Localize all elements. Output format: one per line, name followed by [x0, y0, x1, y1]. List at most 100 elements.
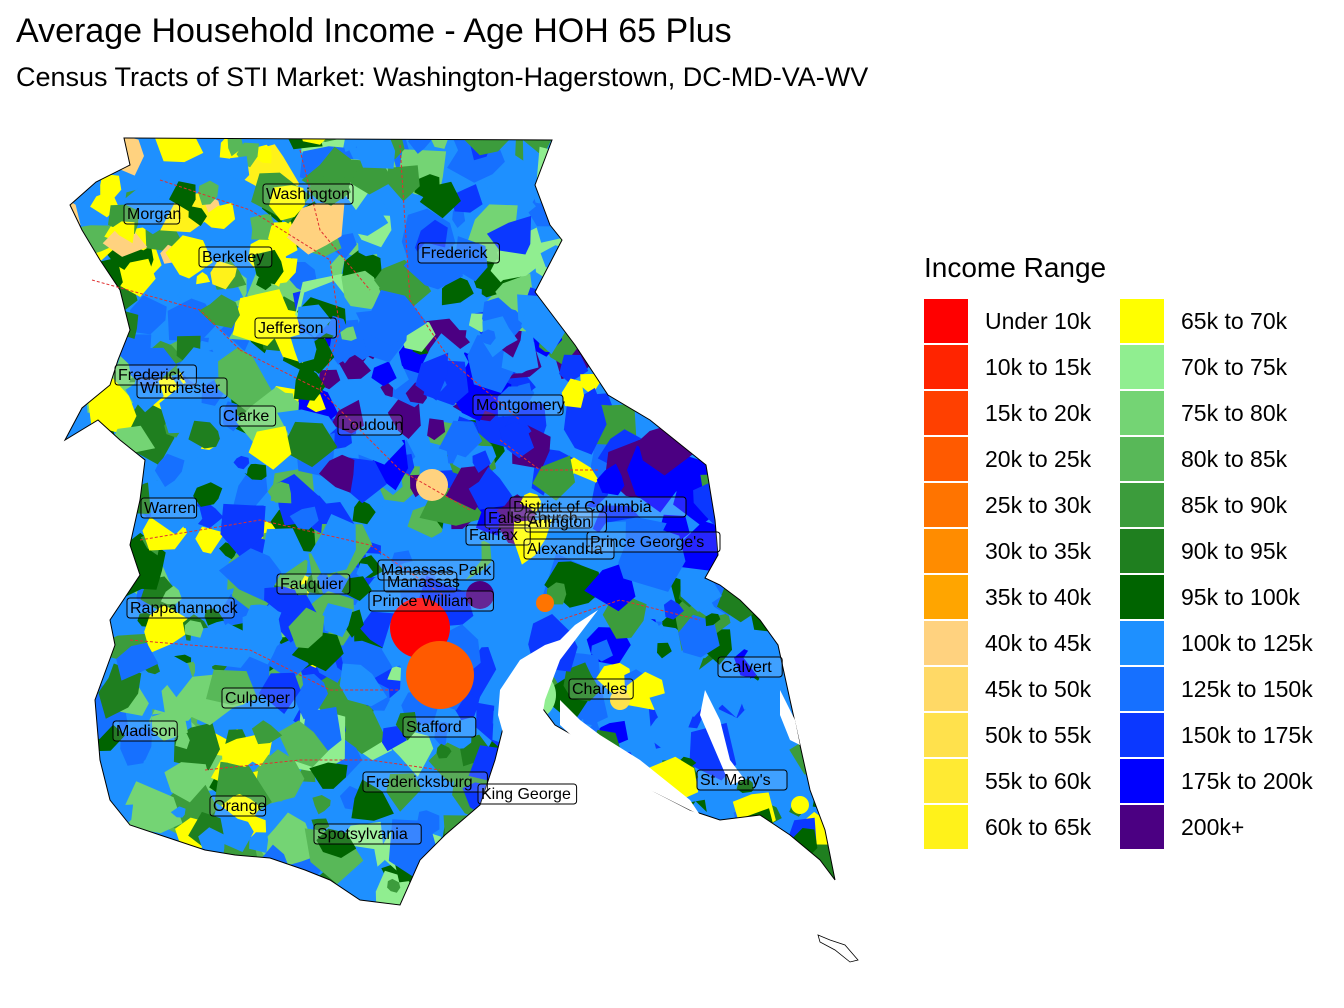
census-tract — [188, 420, 220, 449]
legend-item: 95k to 100k — [1120, 574, 1300, 620]
legend-item: 60k to 65k — [924, 804, 1120, 850]
census-tract — [310, 514, 356, 576]
legend-label: 30k to 35k — [985, 537, 1092, 564]
census-tract — [429, 138, 449, 149]
census-tract — [289, 506, 319, 530]
county-label: Fredericksburg — [362, 771, 488, 793]
county-label: Prince George's — [586, 531, 721, 553]
census-tract — [268, 222, 290, 244]
census-tract — [457, 138, 515, 156]
census-tract — [814, 743, 835, 784]
census-tract — [209, 347, 274, 413]
legend-swatch — [1120, 621, 1164, 665]
census-tract — [339, 354, 371, 380]
county-label: Warren — [140, 497, 198, 519]
census-tract — [175, 732, 190, 750]
census-tract — [81, 357, 109, 387]
legend-label: 90k to 95k — [1181, 537, 1288, 564]
census-tract — [740, 846, 766, 870]
census-tract — [198, 180, 219, 205]
census-tract — [466, 581, 494, 609]
census-tract — [593, 313, 636, 348]
county-label-box — [383, 571, 458, 593]
census-tract — [351, 779, 394, 821]
legend-item: 15k to 20k — [924, 390, 1120, 436]
census-tract — [832, 816, 835, 833]
county-label-box — [262, 183, 354, 205]
legend-items: Under 10k 10k to 15k 15k to 20k 20k to 25k 2… — [924, 298, 1313, 850]
census-tract — [579, 788, 632, 836]
census-tract — [453, 835, 487, 871]
census-tract — [394, 561, 416, 585]
census-tract — [206, 335, 227, 355]
census-tract — [428, 875, 474, 905]
census-tract — [341, 270, 383, 310]
census-tract — [608, 318, 663, 377]
legend-swatch — [924, 483, 968, 527]
census-tract — [436, 743, 452, 759]
county-label-text: Frederick — [118, 367, 186, 384]
legend-item: 45k to 50k — [924, 666, 1120, 712]
county-label: Charles — [568, 678, 634, 700]
county-label: Calvert — [717, 656, 783, 678]
census-tract — [341, 576, 372, 601]
county-label: Falls Church — [484, 507, 593, 529]
census-tract — [450, 184, 483, 213]
legend-label: 20k to 25k — [985, 445, 1092, 472]
legend-label: 10k to 15k — [985, 353, 1092, 380]
census-tract — [259, 672, 301, 714]
legend-swatch — [924, 713, 968, 757]
census-tract — [250, 214, 275, 241]
census-tract — [311, 138, 344, 142]
legend-swatch — [1120, 575, 1164, 619]
census-tract — [71, 161, 87, 185]
census-tract — [349, 207, 389, 236]
census-tract — [513, 519, 552, 565]
legend-item: 90k to 95k — [1120, 528, 1287, 574]
legend-item: 175k to 200k — [1120, 758, 1313, 804]
legend-label: Under 10k — [985, 307, 1092, 334]
census-tract — [105, 310, 139, 339]
census-tract — [406, 641, 474, 709]
census-tract — [486, 215, 532, 255]
county-label-box — [362, 771, 488, 793]
census-tract — [352, 499, 376, 525]
census-tract — [193, 482, 223, 507]
legend-item: 30k to 35k — [924, 528, 1120, 574]
county-label-text: Charles — [572, 681, 627, 698]
legend-swatch — [924, 299, 968, 343]
census-tract — [666, 396, 692, 417]
county-label: Washington — [262, 183, 354, 205]
legend-label: 100k to 125k — [1181, 629, 1313, 656]
census-tract — [322, 603, 353, 638]
census-tract — [97, 323, 125, 351]
legend-swatch — [924, 621, 968, 665]
county-label-text: Falls Church — [488, 510, 578, 527]
census-tract — [419, 181, 461, 219]
census-tract — [403, 242, 463, 290]
census-tract — [169, 181, 196, 212]
census-tract — [206, 669, 258, 705]
county-label: Prince William — [368, 590, 494, 612]
county-label-text: Alexandria — [527, 541, 603, 558]
census-tract — [243, 604, 280, 642]
census-tract — [85, 138, 122, 151]
census-tract — [293, 364, 326, 401]
legend-item: 50k to 55k — [924, 712, 1120, 758]
census-tract — [65, 504, 78, 523]
county-label-box — [524, 511, 607, 533]
census-tract — [277, 720, 329, 768]
legend-item: 55k to 60k — [924, 758, 1120, 804]
county-label-text: Fredericksburg — [366, 774, 473, 791]
county-label-text: Stafford — [406, 719, 462, 736]
census-tract — [656, 380, 696, 418]
legend-item: 65k to 70k — [1120, 298, 1287, 344]
census-tract — [541, 859, 575, 890]
county-label-text: Morgan — [127, 206, 181, 223]
census-tract — [416, 469, 448, 501]
legend-title: Income Range — [924, 252, 1107, 283]
census-tract — [91, 509, 114, 532]
census-tract — [130, 295, 167, 335]
census-tract — [355, 414, 405, 465]
county-label-text: Manassas — [387, 574, 460, 591]
